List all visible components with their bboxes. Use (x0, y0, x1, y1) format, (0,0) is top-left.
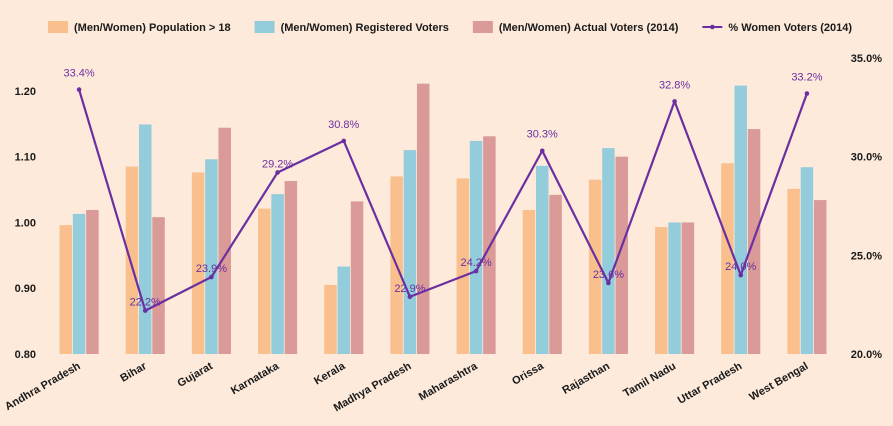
data-label: 22.9% (394, 283, 425, 295)
bar (588, 179, 602, 354)
legend-label: (Men/Women) Population > 18 (74, 22, 231, 34)
category-label: Andhra Pradesh (3, 360, 83, 413)
y-tick-label: 0.80 (15, 349, 36, 361)
line-point (76, 87, 82, 92)
bar (125, 166, 139, 354)
line-point (473, 268, 479, 274)
data-label: 29.2% (262, 158, 293, 170)
bar (139, 124, 152, 355)
line-point (804, 91, 810, 96)
data-label: 30.8% (328, 119, 359, 131)
legend-swatch (254, 21, 275, 33)
legend-swatch (48, 21, 68, 33)
category-label: West Bengal (747, 360, 810, 403)
line-point (738, 272, 744, 278)
line-point (407, 294, 413, 300)
bar (205, 159, 218, 354)
y2-tick-label: 20.0% (851, 349, 882, 361)
y-tick-label: 1.20 (15, 86, 36, 98)
bar (734, 85, 747, 355)
category-label: Karnataka (229, 360, 282, 397)
bar (416, 83, 430, 355)
bar (668, 222, 681, 354)
legend-swatch (710, 24, 715, 30)
data-label: 30.3% (527, 129, 558, 141)
bar (615, 156, 628, 354)
bar (655, 227, 668, 354)
bar (324, 284, 337, 354)
bar (721, 163, 734, 354)
category-label: Maharashtra (417, 360, 480, 404)
line-point (672, 99, 677, 104)
data-label: 24.2% (460, 257, 491, 269)
bar (72, 213, 86, 354)
bar (258, 208, 271, 354)
line-point (606, 280, 611, 286)
category-label: Gujarat (176, 360, 216, 390)
bar (787, 188, 800, 354)
bar (813, 200, 827, 354)
bar (800, 167, 814, 354)
data-label: 33.2% (791, 72, 822, 84)
bar (549, 194, 562, 354)
bar (337, 266, 350, 354)
data-label: 23.9% (196, 263, 227, 275)
legend-label: (Men/Women) Actual Voters (2014) (499, 22, 679, 34)
legend-label: (Men/Women) Registered Voters (281, 22, 449, 34)
bar (403, 150, 417, 354)
y2-tick-label: 30.0% (851, 152, 882, 164)
line-point (142, 308, 148, 313)
category-label: Kerala (312, 360, 348, 388)
data-label: 22.2% (130, 297, 161, 309)
bar (536, 165, 549, 354)
line-point (275, 170, 280, 175)
bar (59, 225, 73, 354)
category-label: Rajasthan (560, 360, 612, 397)
bar (284, 181, 298, 354)
y2-tick-label: 35.0% (851, 53, 882, 65)
bar (152, 217, 165, 354)
bar (191, 172, 205, 354)
category-label: Uttar Pradesh (676, 360, 745, 407)
bar (271, 194, 284, 354)
bar (456, 178, 470, 354)
y-tick-label: 0.90 (15, 283, 36, 295)
series-line (78, 89, 808, 312)
legend-swatch (472, 21, 493, 33)
y2-tick-label: 25.0% (851, 250, 882, 262)
bar (350, 201, 364, 354)
line-point (341, 138, 347, 144)
data-label: 24.0% (725, 261, 756, 273)
bar (86, 209, 99, 354)
legend-label: % Women Voters (2014) (728, 22, 852, 34)
bar (522, 209, 536, 354)
line-point (539, 148, 545, 154)
y-tick-label: 1.10 (15, 152, 36, 164)
line-point (209, 274, 214, 280)
bar (681, 222, 695, 354)
y-tick-label: 1.00 (15, 217, 36, 229)
category-label: Orissa (510, 360, 546, 388)
category-label: Bihar (118, 360, 149, 385)
bar (602, 148, 615, 354)
data-label: 23.6% (593, 269, 624, 281)
bar (218, 127, 231, 354)
data-label: 33.4% (63, 68, 94, 80)
bar (469, 140, 483, 354)
data-label: 32.8% (659, 79, 690, 91)
category-label: Tamil Nadu (621, 360, 678, 400)
